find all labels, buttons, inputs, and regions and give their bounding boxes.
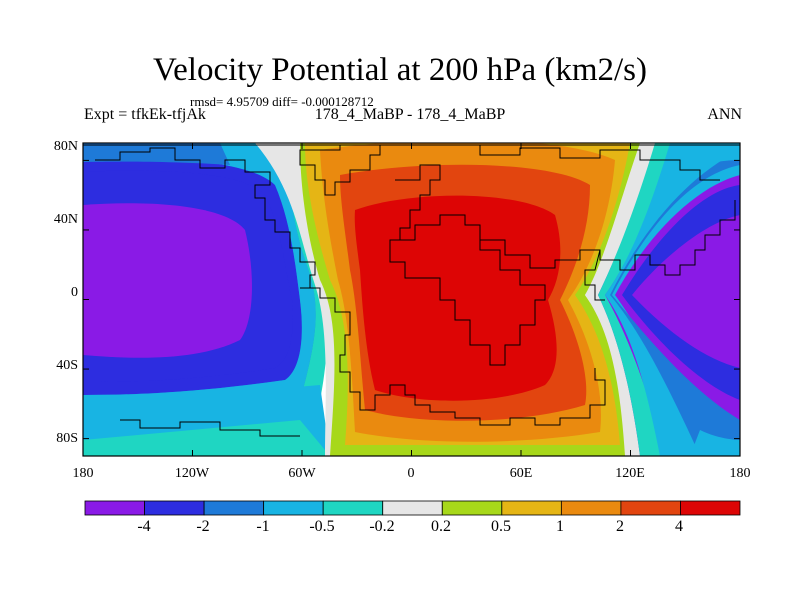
colorbar-swatch: [680, 500, 741, 516]
colorbar-swatch: [501, 500, 562, 516]
colorbar: [84, 500, 741, 516]
colorbar-swatch: [560, 500, 622, 516]
field-band-minus0p5-southeast: [690, 430, 740, 456]
colorbar-swatch: [144, 500, 205, 516]
field-band-minus0p2-south: [83, 420, 330, 456]
field-band-neutral-west: [255, 143, 340, 456]
colorbar-label: -4: [137, 518, 151, 535]
case-label: 178_4_MaBP - 178_4_MaBP: [314, 106, 506, 123]
x-tick-0: 0: [407, 466, 415, 481]
field-band-minus1-east: [610, 150, 740, 456]
colorbar-label: 0.2: [431, 518, 451, 535]
x-tick-60e: 60E: [509, 466, 533, 481]
field-band-plus4: [354, 195, 561, 401]
colorbar-swatch: [203, 500, 265, 516]
experiment-label: Expt = tfkEk-tfjAk: [84, 106, 206, 123]
field-band-neutral-east: [585, 143, 665, 456]
axis-ticks: [82, 143, 741, 456]
y-tick-40n: 40N: [53, 212, 78, 227]
coastline-antarctica: [120, 419, 300, 437]
colorbar-swatch: [441, 500, 503, 516]
x-tick-180e: 180: [729, 466, 751, 481]
coastline-arctic: [440, 144, 720, 181]
colorbar-swatch: [263, 500, 324, 516]
x-tick-120w: 120W: [174, 466, 210, 481]
chart-title: Velocity Potential at 200 hPa (km2/s): [152, 52, 648, 88]
y-tick-80n: 80N: [53, 139, 78, 154]
colorbar-label: -2: [196, 518, 210, 535]
season-label: ANN: [707, 106, 742, 123]
field-band-minus0p2-east: [598, 143, 680, 456]
colorbar-label: 1: [556, 518, 564, 535]
x-tick-120e: 120E: [615, 466, 645, 481]
colorbar-label: -1: [256, 518, 270, 535]
coastline-eurasia: [395, 164, 736, 276]
colorbar-label: -0.5: [309, 518, 335, 535]
stats-text: rmsd= 4.95709 diff= -0.000128712: [190, 94, 374, 109]
contour-field: [83, 143, 740, 456]
y-tick-80s: 80S: [56, 431, 78, 446]
colorbar-label: 0.5: [491, 518, 511, 535]
coastline-asia-east: [584, 249, 605, 301]
colorbar-label: 4: [675, 518, 683, 535]
x-tick-60w: 60W: [288, 466, 316, 481]
field-band-minus0p5-northeast: [690, 143, 740, 170]
coastline-north-america: [95, 147, 316, 289]
y-tick-40s: 40S: [56, 358, 78, 373]
colorbar-label: 2: [616, 518, 624, 535]
colorbar-swatch: [84, 500, 145, 516]
x-tick-180w: 180: [72, 466, 94, 481]
field-band-minus4-east-core: [632, 215, 740, 368]
coastline-south-america: [310, 287, 606, 426]
y-tick-eq: 0: [71, 285, 78, 300]
colorbar-swatch: [620, 500, 681, 516]
field-band-minus4-inner-west: [83, 203, 252, 358]
colorbar-label: -0.2: [369, 518, 395, 535]
coastline-africa: [389, 239, 546, 366]
colorbar-swatch: [322, 500, 384, 516]
colorbar-swatch: [382, 500, 443, 516]
